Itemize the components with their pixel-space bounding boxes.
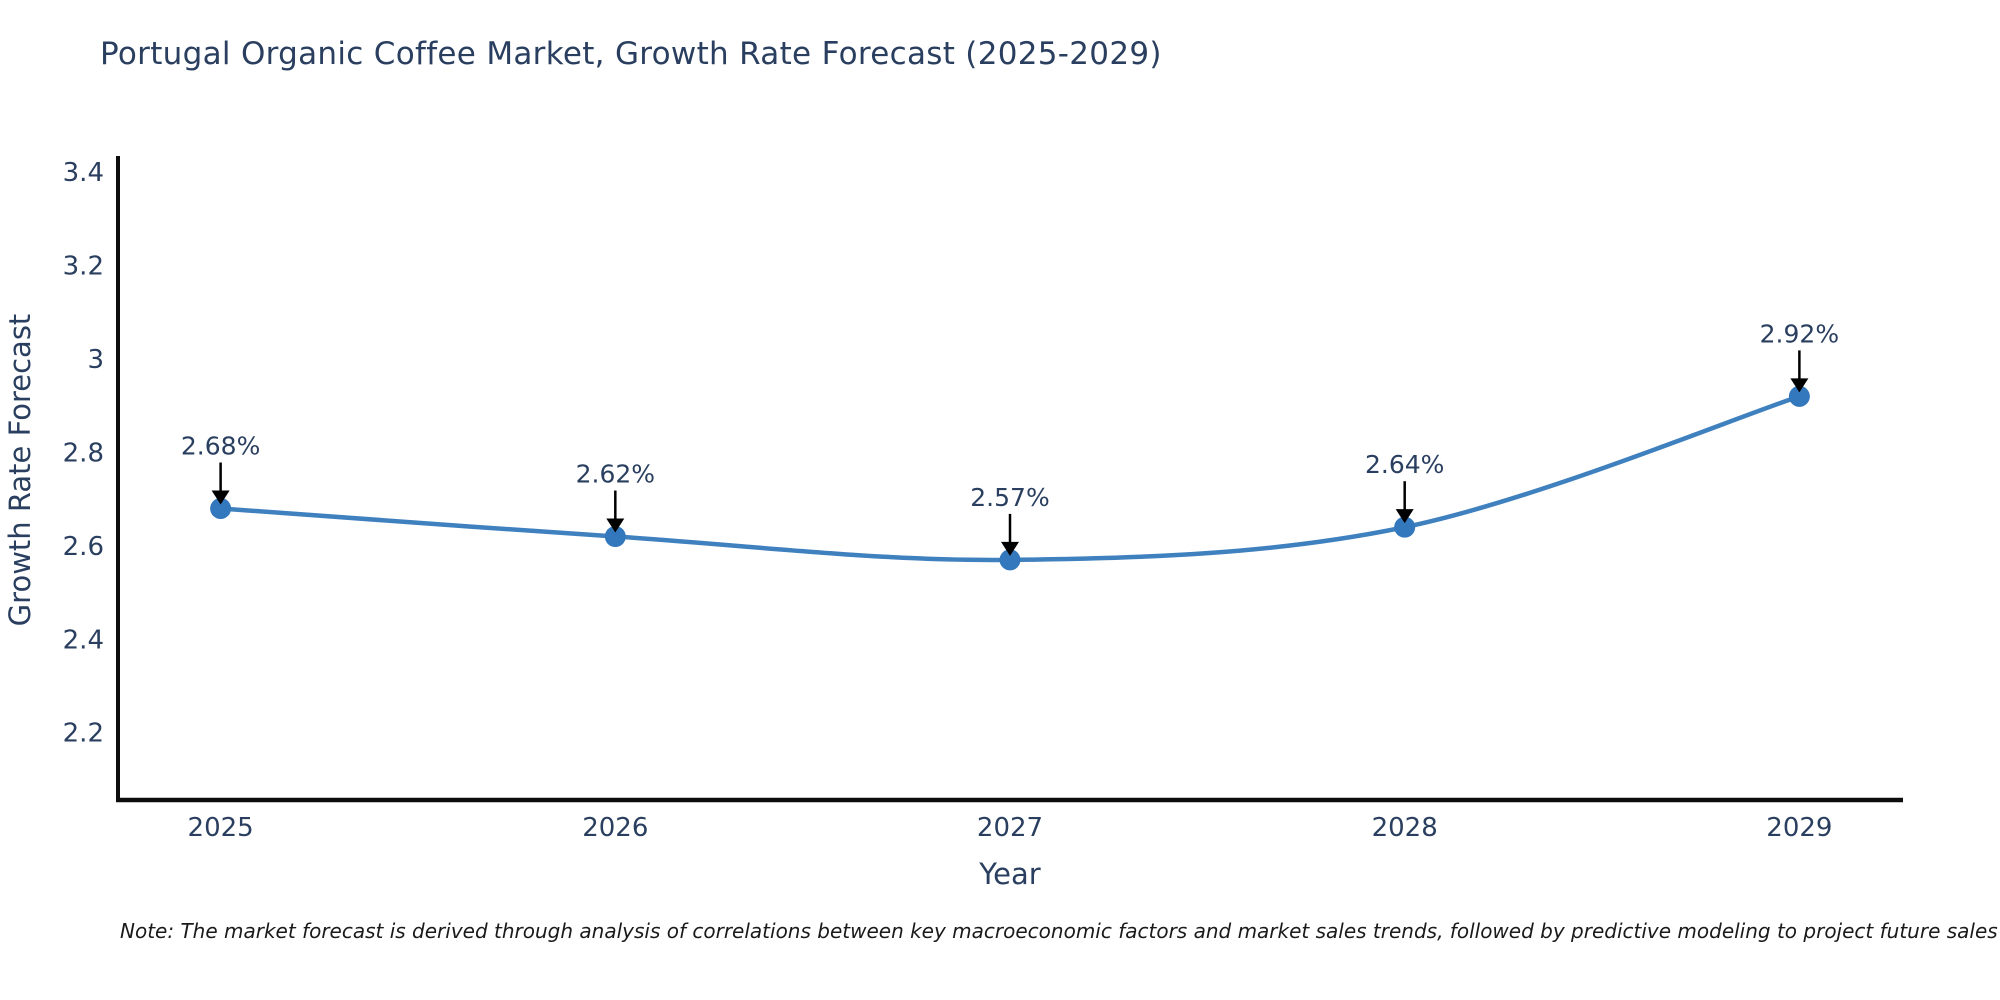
annotation-arrowhead-icon	[1001, 541, 1019, 556]
annotation-arrowhead-icon	[211, 490, 230, 505]
y-tick-label: 2.4	[63, 625, 104, 655]
point-value-label: 2.68%	[181, 431, 260, 460]
x-tick-label: 2028	[1372, 813, 1438, 843]
annotation-arrowhead-icon	[606, 518, 625, 533]
data-point-marker[interactable]	[999, 549, 1021, 571]
chart-title: Portugal Organic Coffee Market, Growth R…	[100, 36, 1162, 72]
x-tick-label: 2027	[977, 813, 1043, 843]
data-point-marker[interactable]	[1788, 385, 1810, 407]
y-tick-label: 3.2	[63, 252, 104, 282]
y-tick-label: 2.8	[63, 438, 104, 468]
x-tick-label: 2026	[582, 813, 648, 843]
y-tick-label: 2.2	[63, 719, 104, 749]
annotation-arrowhead-icon	[1790, 378, 1809, 393]
data-point-marker[interactable]	[1394, 516, 1416, 538]
point-value-label: 2.57%	[970, 483, 1049, 512]
annotation-arrowhead-icon	[1395, 509, 1414, 524]
point-value-label: 2.92%	[1760, 319, 1839, 348]
footnote: Note: The market forecast is derived thr…	[120, 919, 1998, 943]
x-tick-label: 2025	[188, 813, 254, 843]
x-axis-title: Year	[978, 857, 1040, 891]
data-point-marker[interactable]	[604, 526, 626, 548]
point-annotations: 2.68% 2.62% 2.57% 2.64% 2.92%	[181, 319, 1839, 556]
y-axis-title: Growth Rate Forecast	[3, 314, 37, 627]
x-tick-label: 2029	[1766, 813, 1832, 843]
data-point-marker[interactable]	[210, 497, 232, 519]
y-tick-label: 3.4	[63, 158, 104, 188]
point-value-label: 2.62%	[576, 460, 655, 489]
y-tick-label: 3	[87, 345, 104, 375]
point-value-label: 2.64%	[1365, 450, 1444, 479]
x-tick-labels: 2025 2026 2027 2028 2029	[188, 813, 1833, 843]
y-tick-labels: 2.2 2.4 2.6 2.8 3 3.2 3.4	[63, 158, 104, 749]
y-tick-label: 2.6	[63, 532, 104, 562]
line-series	[210, 385, 1810, 571]
